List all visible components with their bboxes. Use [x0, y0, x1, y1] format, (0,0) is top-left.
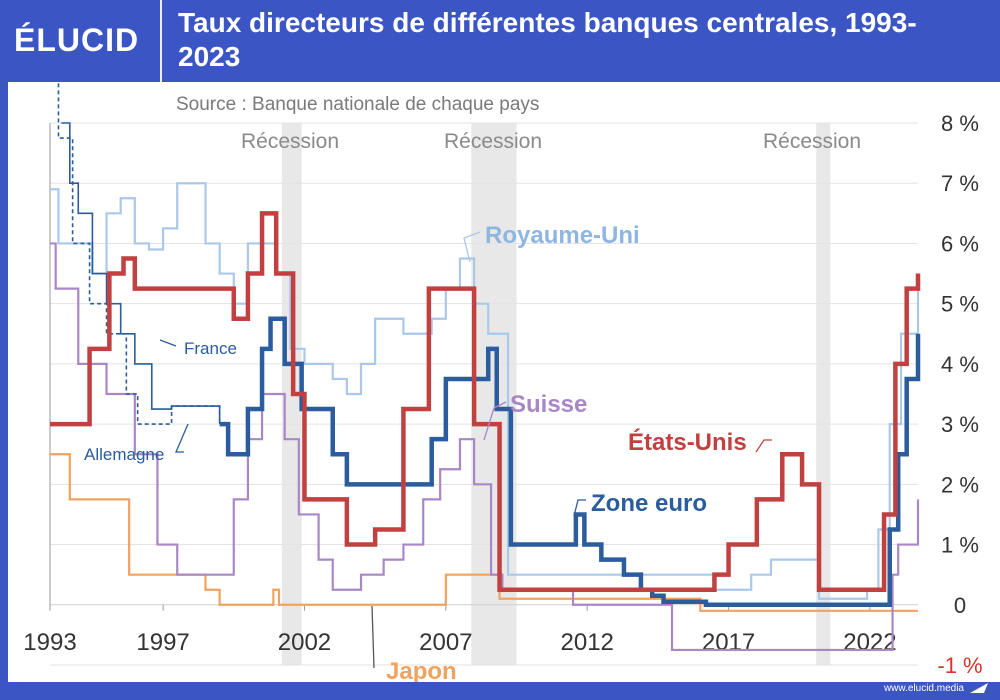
- y-tick-label: 1 %: [941, 533, 979, 558]
- y-tick-label: 3 %: [941, 412, 979, 437]
- chart-title: Taux directeurs de différentes banques c…: [178, 7, 917, 72]
- series-label: États-Unis: [628, 428, 747, 456]
- series-label: Suisse: [510, 391, 587, 418]
- logo: ÉLUCID: [14, 22, 140, 58]
- x-tick-label: 2002: [278, 629, 331, 656]
- series-label: France: [184, 339, 237, 358]
- logo-separator: [160, 0, 162, 82]
- arrow-logo-icon: [970, 683, 988, 693]
- series-label: Japon: [386, 658, 457, 682]
- header: ÉLUCID Taux directeurs de différentes ba…: [0, 0, 1000, 82]
- label-leader: [483, 401, 507, 441]
- footer-url: www.elucid.media: [883, 683, 964, 694]
- series-line-suisse: [50, 242, 920, 652]
- recession-label: Récession: [241, 130, 339, 153]
- x-tick-label: 2012: [561, 629, 614, 656]
- y-tick-label: 5 %: [941, 292, 979, 317]
- recession-label: Récession: [444, 130, 542, 153]
- y-tick-label: -1 %: [937, 653, 982, 678]
- series-label: Royaume-Uni: [485, 222, 640, 249]
- series-line--tats-unis: [50, 211, 921, 592]
- y-tick-label: 7 %: [941, 171, 979, 196]
- chart: Source : Banque nationale de chaque pays…: [23, 82, 983, 682]
- y-tick-label: 2 %: [941, 472, 979, 497]
- series-label: Zone euro: [591, 490, 707, 517]
- x-tick-label: 1993: [23, 629, 76, 656]
- series-label: Allemagne: [84, 445, 164, 464]
- series-line-royaume-uni: [50, 182, 920, 600]
- label-leader: [573, 499, 586, 517]
- x-tick-label: 1997: [136, 629, 189, 656]
- recession-label: Récession: [763, 130, 861, 153]
- series-line-zone-euro: [219, 316, 921, 608]
- y-tick-label: 4 %: [941, 352, 979, 377]
- label-leader: [755, 439, 772, 453]
- x-tick-label: 2017: [702, 629, 755, 656]
- series-line-france: [61, 122, 221, 425]
- label-leader: [175, 423, 189, 453]
- x-tick-label: 2007: [419, 629, 472, 656]
- chart-subtitle: Source : Banque nationale de chaque pays: [176, 94, 539, 115]
- label-leader: [159, 339, 177, 347]
- label-leader: [371, 605, 375, 669]
- label-leader: [463, 231, 481, 263]
- y-tick-label: 8 %: [941, 111, 979, 136]
- y-tick-label: 6 %: [941, 231, 979, 256]
- chart-panel: Source : Banque nationale de chaque pays…: [8, 82, 1000, 682]
- series-line-allemagne: [57, 82, 221, 425]
- x-tick-label: 2022: [843, 629, 896, 656]
- y-tick-label: 0: [954, 593, 966, 618]
